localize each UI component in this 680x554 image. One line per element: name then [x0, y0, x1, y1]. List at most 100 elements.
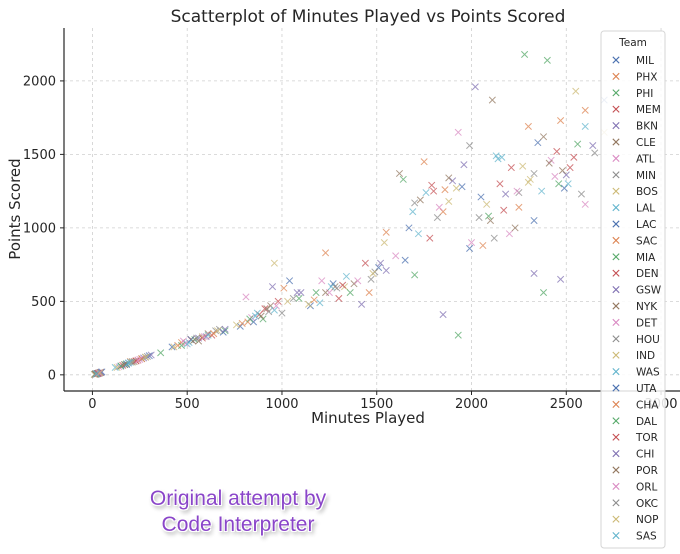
data-point — [445, 197, 453, 205]
data-point — [433, 214, 441, 222]
data-point — [564, 180, 572, 188]
data-point — [274, 297, 282, 305]
series-bos — [94, 87, 580, 378]
legend-label: CHI — [636, 449, 654, 461]
legend-label: MIL — [636, 55, 654, 67]
legend-item-uta: UTA — [612, 383, 657, 395]
data-point — [193, 334, 201, 342]
legend-item-mil: MIL — [612, 55, 654, 67]
data-point — [346, 288, 354, 297]
data-point — [369, 269, 377, 277]
legend-item-det: DET — [612, 317, 658, 329]
grid-layer — [64, 28, 680, 391]
legend-label: LAC — [636, 219, 656, 231]
data-point — [572, 87, 580, 95]
legend-marker — [612, 286, 620, 294]
data-point — [557, 117, 565, 125]
legend-marker — [612, 318, 620, 326]
legend-marker — [612, 56, 620, 64]
data-point — [318, 277, 326, 285]
data-point — [574, 140, 582, 148]
data-point — [210, 330, 218, 338]
legend-marker — [612, 400, 620, 408]
ticks-layer: 0500100015002000250030000500100015002000 — [23, 74, 678, 412]
y-tick-label: 0 — [48, 368, 56, 383]
data-point — [589, 142, 597, 150]
data-point — [92, 370, 100, 378]
legend-marker — [612, 72, 620, 80]
data-point — [521, 50, 529, 59]
y-tick-label: 2000 — [23, 74, 56, 89]
series-min — [97, 149, 599, 376]
data-point — [278, 309, 286, 317]
legend-item-dal: DAL — [612, 416, 657, 428]
data-point — [168, 343, 176, 351]
data-point — [538, 187, 546, 195]
data-point — [477, 193, 485, 201]
data-point — [507, 164, 515, 172]
data-point — [435, 203, 443, 211]
data-point — [143, 352, 151, 361]
data-point — [249, 318, 258, 326]
data-point — [530, 216, 538, 225]
legend-label: GSW — [636, 285, 662, 297]
legend-marker — [612, 220, 620, 228]
data-point — [439, 311, 447, 319]
series-nop — [96, 128, 608, 377]
legend-marker — [612, 433, 620, 441]
legend-marker — [612, 122, 620, 130]
series-den — [91, 164, 574, 378]
legend-label: DET — [636, 317, 658, 329]
legend-label: BOS — [636, 186, 658, 198]
data-point — [238, 319, 246, 327]
data-point — [416, 196, 424, 204]
legend-item-was: WAS — [612, 367, 660, 379]
series-nyk — [92, 159, 553, 378]
legend-marker — [612, 450, 620, 458]
data-point — [581, 106, 589, 114]
caption-line-2: Code Interpreter — [161, 513, 315, 536]
points-layer — [90, 50, 608, 378]
legend-item-sac: SAC — [612, 235, 657, 247]
data-point — [428, 181, 436, 189]
legend-item-cle: CLE — [612, 137, 656, 149]
data-point — [558, 167, 567, 175]
data-point — [498, 153, 506, 161]
legend: Team MIL PHX PHI MEM BKN CLE ATL MIN BOS LAL LAC SA… — [600, 30, 666, 549]
legend-marker — [612, 204, 620, 212]
legend-label: UTA — [636, 383, 657, 395]
data-point — [122, 360, 131, 368]
series-hou — [97, 142, 585, 377]
data-point — [530, 269, 538, 277]
series-tor — [94, 153, 578, 377]
data-point — [539, 288, 548, 297]
y-tick-label: 1000 — [23, 221, 56, 236]
data-point — [411, 271, 419, 279]
legend-marker — [612, 384, 620, 392]
data-point — [221, 325, 229, 333]
data-point — [411, 199, 419, 207]
data-point — [454, 128, 462, 136]
legend-item-mia: MIA — [612, 252, 656, 264]
data-point — [157, 349, 165, 357]
series-mil — [92, 139, 542, 378]
data-point — [140, 354, 148, 362]
data-point — [185, 338, 193, 347]
data-point — [401, 256, 409, 264]
x-tick-label: 2000 — [455, 397, 488, 412]
data-point — [555, 180, 563, 188]
data-point — [502, 190, 510, 198]
legend-label: NOP — [636, 514, 658, 526]
data-point — [145, 352, 153, 360]
data-point — [581, 122, 589, 131]
data-point — [449, 177, 457, 185]
legend-marker — [612, 154, 620, 162]
legend-marker — [612, 368, 620, 376]
x-tick-label: 500 — [175, 397, 200, 412]
data-point — [511, 224, 519, 232]
data-point — [128, 358, 136, 366]
legend-label: NYK — [636, 301, 658, 313]
data-point — [265, 308, 273, 316]
legend-item-bkn: BKN — [612, 121, 658, 133]
data-point — [430, 187, 438, 195]
